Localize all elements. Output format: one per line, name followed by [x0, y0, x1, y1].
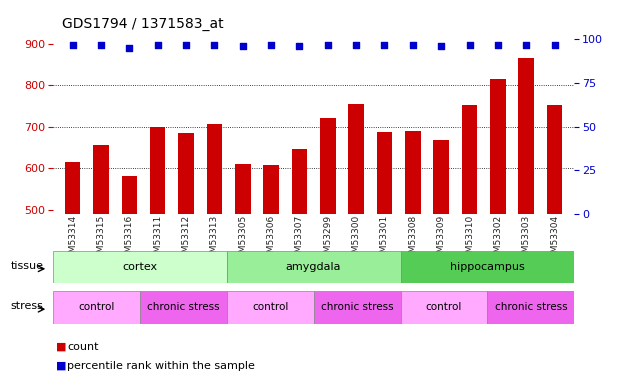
Text: ■: ■ [56, 342, 66, 352]
Point [493, 42, 503, 48]
Text: control: control [252, 303, 288, 312]
Bar [53, 291, 140, 324]
Bar [263, 165, 279, 214]
Point [266, 42, 276, 48]
Point [181, 42, 191, 48]
Bar [235, 164, 250, 214]
Bar [65, 162, 81, 214]
Bar [207, 124, 222, 214]
Text: hippocampus: hippocampus [450, 262, 525, 272]
Point [379, 42, 389, 48]
Point [465, 42, 474, 48]
Point [323, 42, 333, 48]
Bar [462, 105, 478, 214]
Text: GDS1794 / 1371583_at: GDS1794 / 1371583_at [62, 17, 224, 31]
Bar [405, 131, 420, 214]
Point [96, 42, 106, 48]
Bar [401, 251, 574, 283]
Bar [140, 291, 227, 324]
Bar [314, 291, 401, 324]
Bar [93, 145, 109, 214]
Point [550, 42, 560, 48]
Bar [292, 149, 307, 214]
Text: amygdala: amygdala [286, 262, 342, 272]
Bar [227, 251, 401, 283]
Bar [227, 291, 314, 324]
Point [153, 42, 163, 48]
Bar [546, 105, 563, 214]
Text: count: count [67, 342, 99, 352]
Bar [178, 133, 194, 214]
Bar [401, 291, 487, 324]
Text: cortex: cortex [122, 262, 157, 272]
Text: control: control [426, 303, 462, 312]
Bar [122, 176, 137, 214]
Bar [320, 118, 335, 214]
Text: chronic stress: chronic stress [495, 303, 567, 312]
Bar [53, 251, 227, 283]
Bar [433, 140, 449, 214]
Text: tissue: tissue [11, 261, 44, 271]
Point [408, 42, 418, 48]
Bar [519, 58, 534, 214]
Text: control: control [78, 303, 114, 312]
Bar [490, 79, 505, 214]
Point [68, 42, 78, 48]
Point [351, 42, 361, 48]
Bar [150, 127, 165, 214]
Point [209, 42, 219, 48]
Text: chronic stress: chronic stress [321, 303, 393, 312]
Bar [377, 132, 392, 214]
Point [294, 44, 304, 50]
Point [436, 44, 446, 50]
Point [238, 44, 248, 50]
Bar [348, 104, 364, 214]
Text: stress: stress [11, 301, 43, 311]
Point [124, 45, 134, 51]
Text: ■: ■ [56, 361, 66, 370]
Bar [487, 291, 574, 324]
Text: chronic stress: chronic stress [147, 303, 219, 312]
Text: percentile rank within the sample: percentile rank within the sample [67, 361, 255, 370]
Point [521, 42, 531, 48]
